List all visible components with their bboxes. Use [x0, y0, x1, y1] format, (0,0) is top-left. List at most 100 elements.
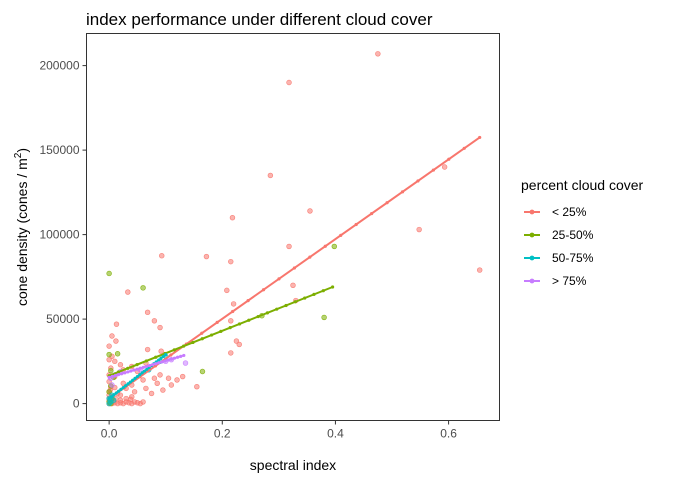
data-point [321, 314, 327, 321]
y-axis-title: cone density (cones / m2) [13, 148, 30, 306]
legend-label: < 25% [552, 205, 587, 219]
fit-point [144, 359, 148, 363]
fit-point [200, 331, 204, 335]
fit-point [231, 309, 235, 314]
data-point [117, 362, 124, 368]
fit-point [133, 376, 137, 380]
data-point [127, 396, 134, 403]
fit-point [110, 374, 114, 379]
fit-point [237, 322, 242, 326]
fit-point [116, 389, 121, 393]
fit-point [172, 348, 176, 352]
fit-point [256, 314, 260, 319]
data-point [106, 389, 112, 395]
fit-point [144, 364, 149, 369]
chart-title: index performance under different cloud … [86, 10, 433, 29]
data-point [106, 400, 112, 407]
fit-point [478, 135, 482, 140]
y-axis-title-superscript: 2 [13, 152, 24, 158]
fit-point [140, 371, 144, 375]
y-tick-label: 100000 [39, 228, 79, 242]
fit-point [157, 361, 161, 365]
fit-point [182, 353, 186, 358]
fit-point [113, 373, 117, 378]
data-point [224, 287, 230, 294]
fit-point [370, 211, 374, 216]
data-point [113, 338, 119, 344]
fit-point [129, 369, 133, 373]
legend-item-gt-75pct: > 75% [524, 274, 587, 288]
legend-label: 25-50% [552, 228, 594, 242]
legend-key-point [529, 278, 535, 284]
y-axis-title-close: ) [14, 148, 30, 153]
fit-point [107, 396, 111, 401]
fit-point [172, 356, 177, 360]
fit-point [126, 370, 130, 374]
fit-point [138, 373, 142, 377]
fit-point [126, 366, 130, 370]
fit-point [265, 311, 270, 315]
legend-key-point [529, 255, 535, 261]
fit-point [142, 369, 147, 373]
data-point [106, 351, 112, 358]
fit-point [261, 288, 266, 292]
data-point [168, 382, 175, 388]
fit-point [121, 385, 125, 390]
data-point [114, 351, 121, 357]
fit-point [109, 395, 114, 399]
fit-point [354, 222, 358, 227]
fit-point [247, 318, 251, 322]
data-point [236, 341, 242, 348]
fit-point [275, 307, 279, 311]
data-point [165, 375, 172, 381]
fit-point [339, 233, 343, 237]
fit-point [132, 368, 136, 372]
legend-title: percent cloud cover [521, 177, 644, 193]
data-point [140, 377, 146, 383]
x-axis: 0.0 0.2 0.4 0.6 [101, 420, 457, 441]
data-point [203, 253, 210, 260]
y-tick-label: 50000 [46, 312, 80, 326]
x-tick-label: 0.4 [327, 427, 344, 441]
fit-point [416, 179, 420, 183]
data-point [331, 243, 337, 250]
data-point [416, 226, 422, 233]
fit-point [119, 372, 124, 376]
data-point [290, 282, 296, 289]
data-point [106, 343, 112, 349]
legend-label: > 75% [552, 274, 587, 288]
fit-point [400, 190, 405, 194]
fit-point [159, 356, 163, 360]
fit-point [116, 370, 121, 374]
x-tick-label: 0.2 [214, 427, 231, 441]
legend-item-lt-25pct: < 25% [524, 205, 587, 219]
fit-point [145, 367, 149, 371]
data-point [148, 390, 155, 397]
fit-point [119, 387, 123, 391]
data-point [140, 399, 146, 405]
data-point [228, 350, 234, 356]
data-point [125, 289, 131, 295]
data-point [108, 367, 114, 374]
fit-point [138, 366, 142, 370]
data-point [375, 51, 381, 57]
fit-point [431, 168, 435, 172]
data-point [286, 243, 292, 250]
y-tick-label: 0 [73, 397, 80, 411]
x-axis-title: spectral index [250, 457, 336, 473]
data-point [151, 375, 158, 381]
data-point [114, 400, 121, 407]
data-point [307, 208, 313, 214]
legend-key-point [529, 209, 535, 215]
fit-point [112, 393, 116, 397]
fit-point [385, 201, 389, 205]
data-point [154, 380, 160, 387]
fit-point [284, 303, 288, 308]
fit-point [312, 292, 316, 296]
fit-point [303, 296, 307, 300]
data-point [160, 387, 166, 393]
fit-point [200, 337, 204, 341]
data-point [113, 321, 120, 327]
fit-point [209, 333, 214, 337]
